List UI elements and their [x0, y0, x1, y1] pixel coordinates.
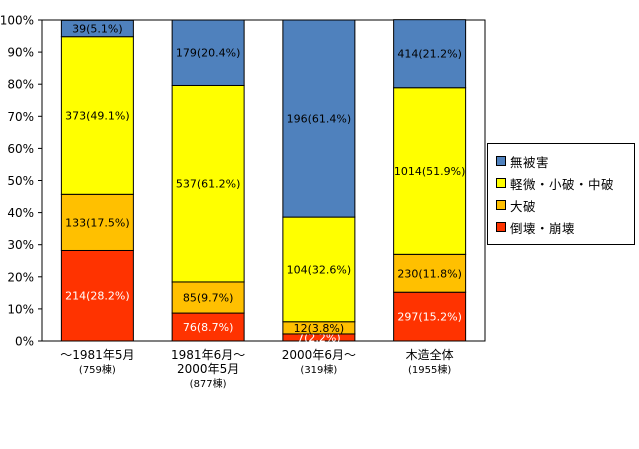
bar-segment	[171, 84, 245, 283]
y-tick-label: 80%	[7, 78, 34, 92]
bar-segment	[282, 19, 356, 218]
data-label: 537(61.2%)	[176, 178, 241, 191]
x-category-count: (759棟)	[79, 363, 116, 376]
y-tick-label: 90%	[7, 46, 34, 60]
legend-item: 倒壊・崩壊	[496, 216, 634, 238]
data-label: 39(5.1%)	[72, 23, 123, 36]
data-label: 12(3.8%)	[294, 322, 345, 335]
data-label: 179(20.4%)	[176, 47, 241, 60]
y-tick-label: 60%	[7, 142, 34, 156]
legend-label: 無被害	[510, 154, 550, 170]
legend-swatch	[496, 222, 506, 232]
y-tick-label: 40%	[7, 206, 34, 220]
data-label: 214(28.2%)	[65, 290, 130, 303]
x-category-label: ～1981年5月	[60, 348, 134, 362]
bar-segment	[171, 19, 245, 86]
data-label: 196(61.4%)	[287, 113, 352, 126]
x-category-count: (319棟)	[300, 363, 337, 376]
bar-segment	[60, 19, 134, 38]
bar-segment	[393, 291, 467, 342]
legend-swatch	[496, 178, 506, 188]
x-category-count: (1955棟)	[408, 363, 451, 376]
x-category-label-line2: 2000年5月	[177, 362, 239, 376]
y-tick-label: 0%	[15, 335, 34, 349]
y-tick-label: 20%	[7, 270, 34, 284]
legend-item: 軽微・小破・中破	[496, 172, 634, 194]
data-label: 76(8.7%)	[183, 321, 234, 334]
legend-label: 軽微・小破・中破	[510, 176, 615, 192]
y-tick-label: 30%	[7, 238, 34, 252]
data-label: 104(32.6%)	[287, 263, 352, 276]
legend-swatch	[496, 156, 506, 166]
bar-segment	[60, 36, 134, 195]
legend-item: 無被害	[496, 150, 634, 172]
legend-label: 大破	[510, 198, 537, 214]
y-tick-label: 50%	[7, 174, 34, 188]
x-category-label: 2000年6月～	[282, 348, 356, 362]
y-tick-label: 100%	[0, 14, 34, 28]
bar-segment	[60, 249, 134, 342]
data-label: 373(49.1%)	[65, 109, 130, 122]
legend-label: 倒壊・崩壊	[510, 220, 576, 236]
data-label: 85(9.7%)	[183, 292, 234, 305]
y-tick-label: 10%	[7, 302, 34, 316]
bar-segment	[171, 312, 245, 342]
data-label: 133(17.5%)	[65, 216, 130, 229]
bar-segment	[171, 281, 245, 314]
data-label: 1014(51.9%)	[394, 165, 466, 178]
x-category-label: 1981年6月～	[171, 348, 245, 362]
data-label: 414(21.2%)	[397, 48, 462, 61]
legend-swatch	[496, 200, 506, 210]
bar-segment	[393, 19, 467, 89]
bar-segment	[60, 193, 134, 251]
chart-legend: 無被害軽微・小破・中破 大破倒壊・崩壊	[487, 143, 635, 245]
bar-segment	[282, 216, 356, 323]
data-label: 7(2.2%)	[297, 331, 341, 344]
bar-segment	[393, 253, 467, 293]
legend-item: 大破	[496, 194, 634, 216]
data-label: 297(15.2%)	[397, 311, 462, 324]
bar-segment	[393, 87, 467, 255]
data-label: 230(11.8%)	[397, 267, 462, 280]
y-tick-label: 70%	[7, 110, 34, 124]
x-category-count: (877棟)	[190, 377, 227, 390]
x-category-label: 木造全体	[406, 347, 454, 362]
